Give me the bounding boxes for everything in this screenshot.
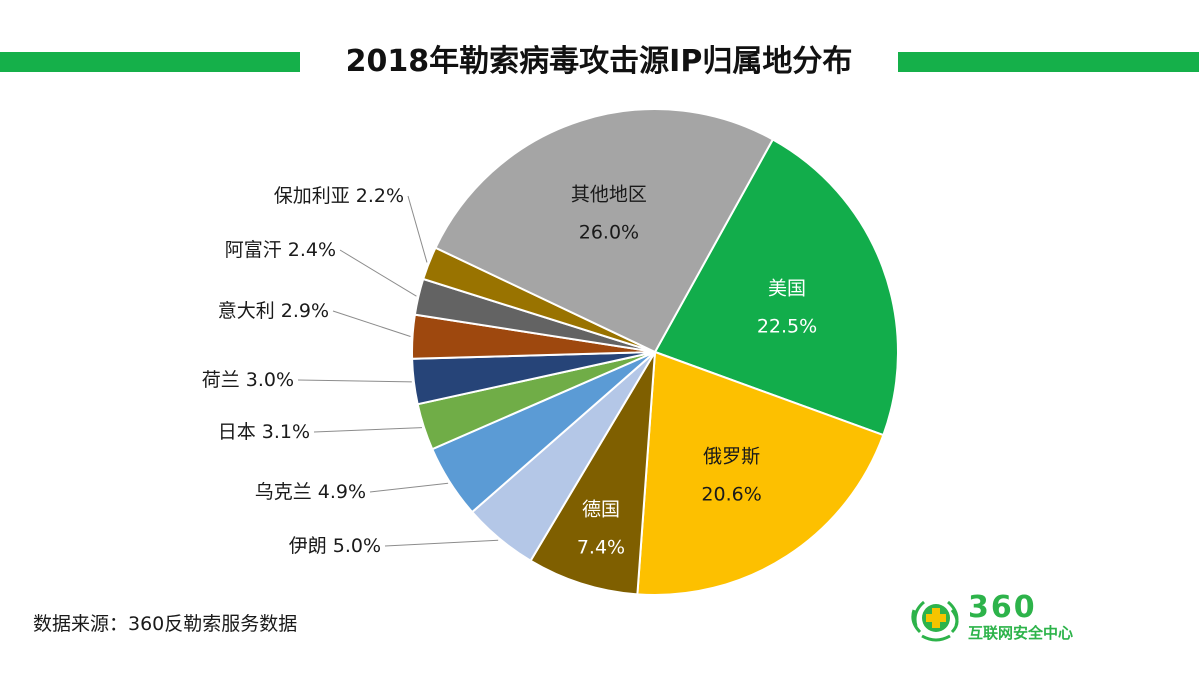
pie-slice-2 [529,351,656,596]
slice-value-label-2: 7.4% [577,537,625,559]
chart-title: 2018年勒索病毒攻击源IP归属地分布 [345,44,853,79]
slice-label-10: 其他地区 [571,184,647,206]
pie-slice-10 [434,108,775,354]
pie-slice-1 [636,350,885,596]
leader-line-5 [313,427,422,433]
slice-label-6: 荷兰 3.0% [202,369,294,391]
leader-line-3 [384,539,499,547]
slice-label-4: 乌克兰 4.9% [255,481,366,503]
slice-label-9: 保加利亚 2.2% [274,185,404,207]
title-bar: 2018年勒索病毒攻击源IP归属地分布 [0,44,1199,79]
shield-cross-icon [911,600,959,642]
slice-value-label-10: 26.0% [579,222,639,244]
slice-value-label-0: 22.5% [757,316,817,338]
slice-label-5: 日本 3.1% [218,421,310,443]
slice-label-1: 俄罗斯 [703,445,760,467]
data-source-note: 数据来源：360反勒索服务数据 [33,613,298,635]
logo-number: 360 [968,590,1037,625]
slice-label-2: 德国 [582,499,620,521]
title-right-rule [898,52,1199,72]
slice-label-8: 阿富汗 2.4% [225,239,336,261]
slice-label-0: 美国 [768,278,806,300]
leader-line-7 [332,310,411,338]
leader-line-8 [339,249,417,297]
pie-slice-0 [653,138,899,437]
leader-line-4 [369,482,449,493]
leader-line-9 [407,195,428,263]
leader-line-6 [297,379,412,383]
slice-label-3: 伊朗 5.0% [289,535,381,557]
slice-label-7: 意大利 2.9% [218,300,329,322]
title-left-rule [0,52,300,72]
logo-subtitle: 互联网安全中心 [968,624,1074,642]
brand-logo: 360 互联网安全中心 [908,590,1128,646]
slice-value-label-1: 20.6% [701,483,761,505]
